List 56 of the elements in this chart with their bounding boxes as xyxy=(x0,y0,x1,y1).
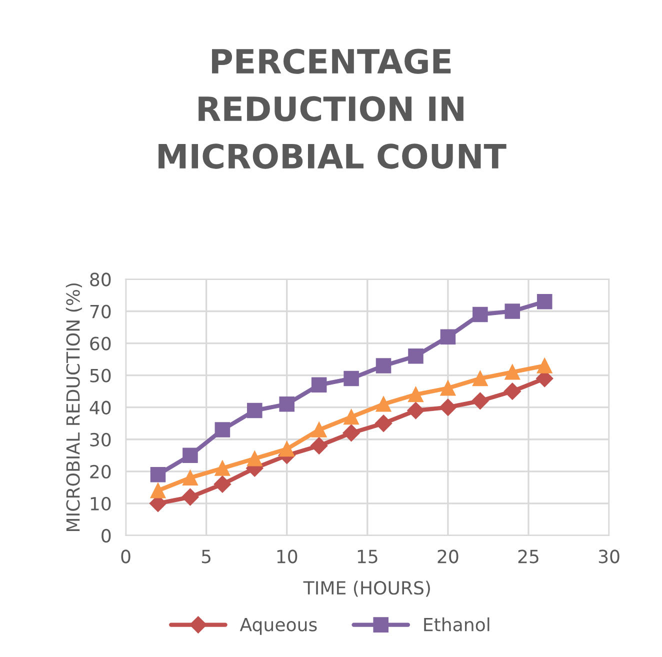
point xyxy=(214,460,230,476)
point xyxy=(440,380,456,396)
point xyxy=(311,422,327,438)
legend-label: Ethanol xyxy=(424,617,490,632)
point xyxy=(344,370,359,386)
y-tick-label: 50 xyxy=(90,368,111,382)
y-tick-label: 40 xyxy=(90,400,111,414)
point xyxy=(214,476,231,493)
point xyxy=(182,470,198,486)
point xyxy=(376,396,392,412)
point xyxy=(408,348,424,364)
point xyxy=(472,370,488,386)
y-tick-label: 80 xyxy=(90,272,111,286)
y-tick-label: 0 xyxy=(102,528,111,543)
point xyxy=(439,398,457,416)
y-tick-label: 20 xyxy=(90,464,111,479)
x-tick-label: 10 xyxy=(277,550,298,564)
point xyxy=(279,396,295,412)
point xyxy=(504,364,520,380)
x-tick-label: 15 xyxy=(358,550,378,564)
point xyxy=(310,437,328,454)
x-tick-label: 5 xyxy=(202,550,210,564)
point xyxy=(182,448,198,464)
point xyxy=(279,441,295,457)
x-tick-label: 30 xyxy=(598,550,620,564)
y-tick-label: 30 xyxy=(90,432,111,446)
point xyxy=(407,402,424,420)
x-tick-label: 20 xyxy=(438,550,458,564)
point xyxy=(472,306,488,322)
point xyxy=(536,358,552,374)
y-tick-label: 70 xyxy=(90,304,111,318)
point xyxy=(536,294,552,310)
point xyxy=(504,382,521,400)
x-axis-title: TIME (HOURS) xyxy=(303,580,430,597)
y-axis-title: MICROBIAL REDUCTION (%) xyxy=(66,283,82,532)
point xyxy=(374,414,392,432)
point xyxy=(440,329,456,345)
x-tick-label: 0 xyxy=(121,550,130,564)
point xyxy=(214,422,230,438)
point xyxy=(376,358,392,374)
point xyxy=(247,450,262,466)
point xyxy=(342,424,360,442)
point xyxy=(472,392,489,410)
point xyxy=(408,386,424,402)
legend-label: Aqueous xyxy=(240,618,317,635)
point xyxy=(344,409,359,425)
y-tick-label: 60 xyxy=(90,336,111,350)
point xyxy=(247,402,262,418)
chart-title: PERCENTAGE REDUCTION IN MICROBIAL COUNT xyxy=(158,48,506,169)
y-tick-label: 10 xyxy=(90,496,111,511)
point xyxy=(150,466,166,482)
x-tick-label: 25 xyxy=(518,550,538,564)
point xyxy=(311,377,327,393)
point xyxy=(182,488,199,506)
point xyxy=(504,304,520,319)
point xyxy=(150,482,166,498)
